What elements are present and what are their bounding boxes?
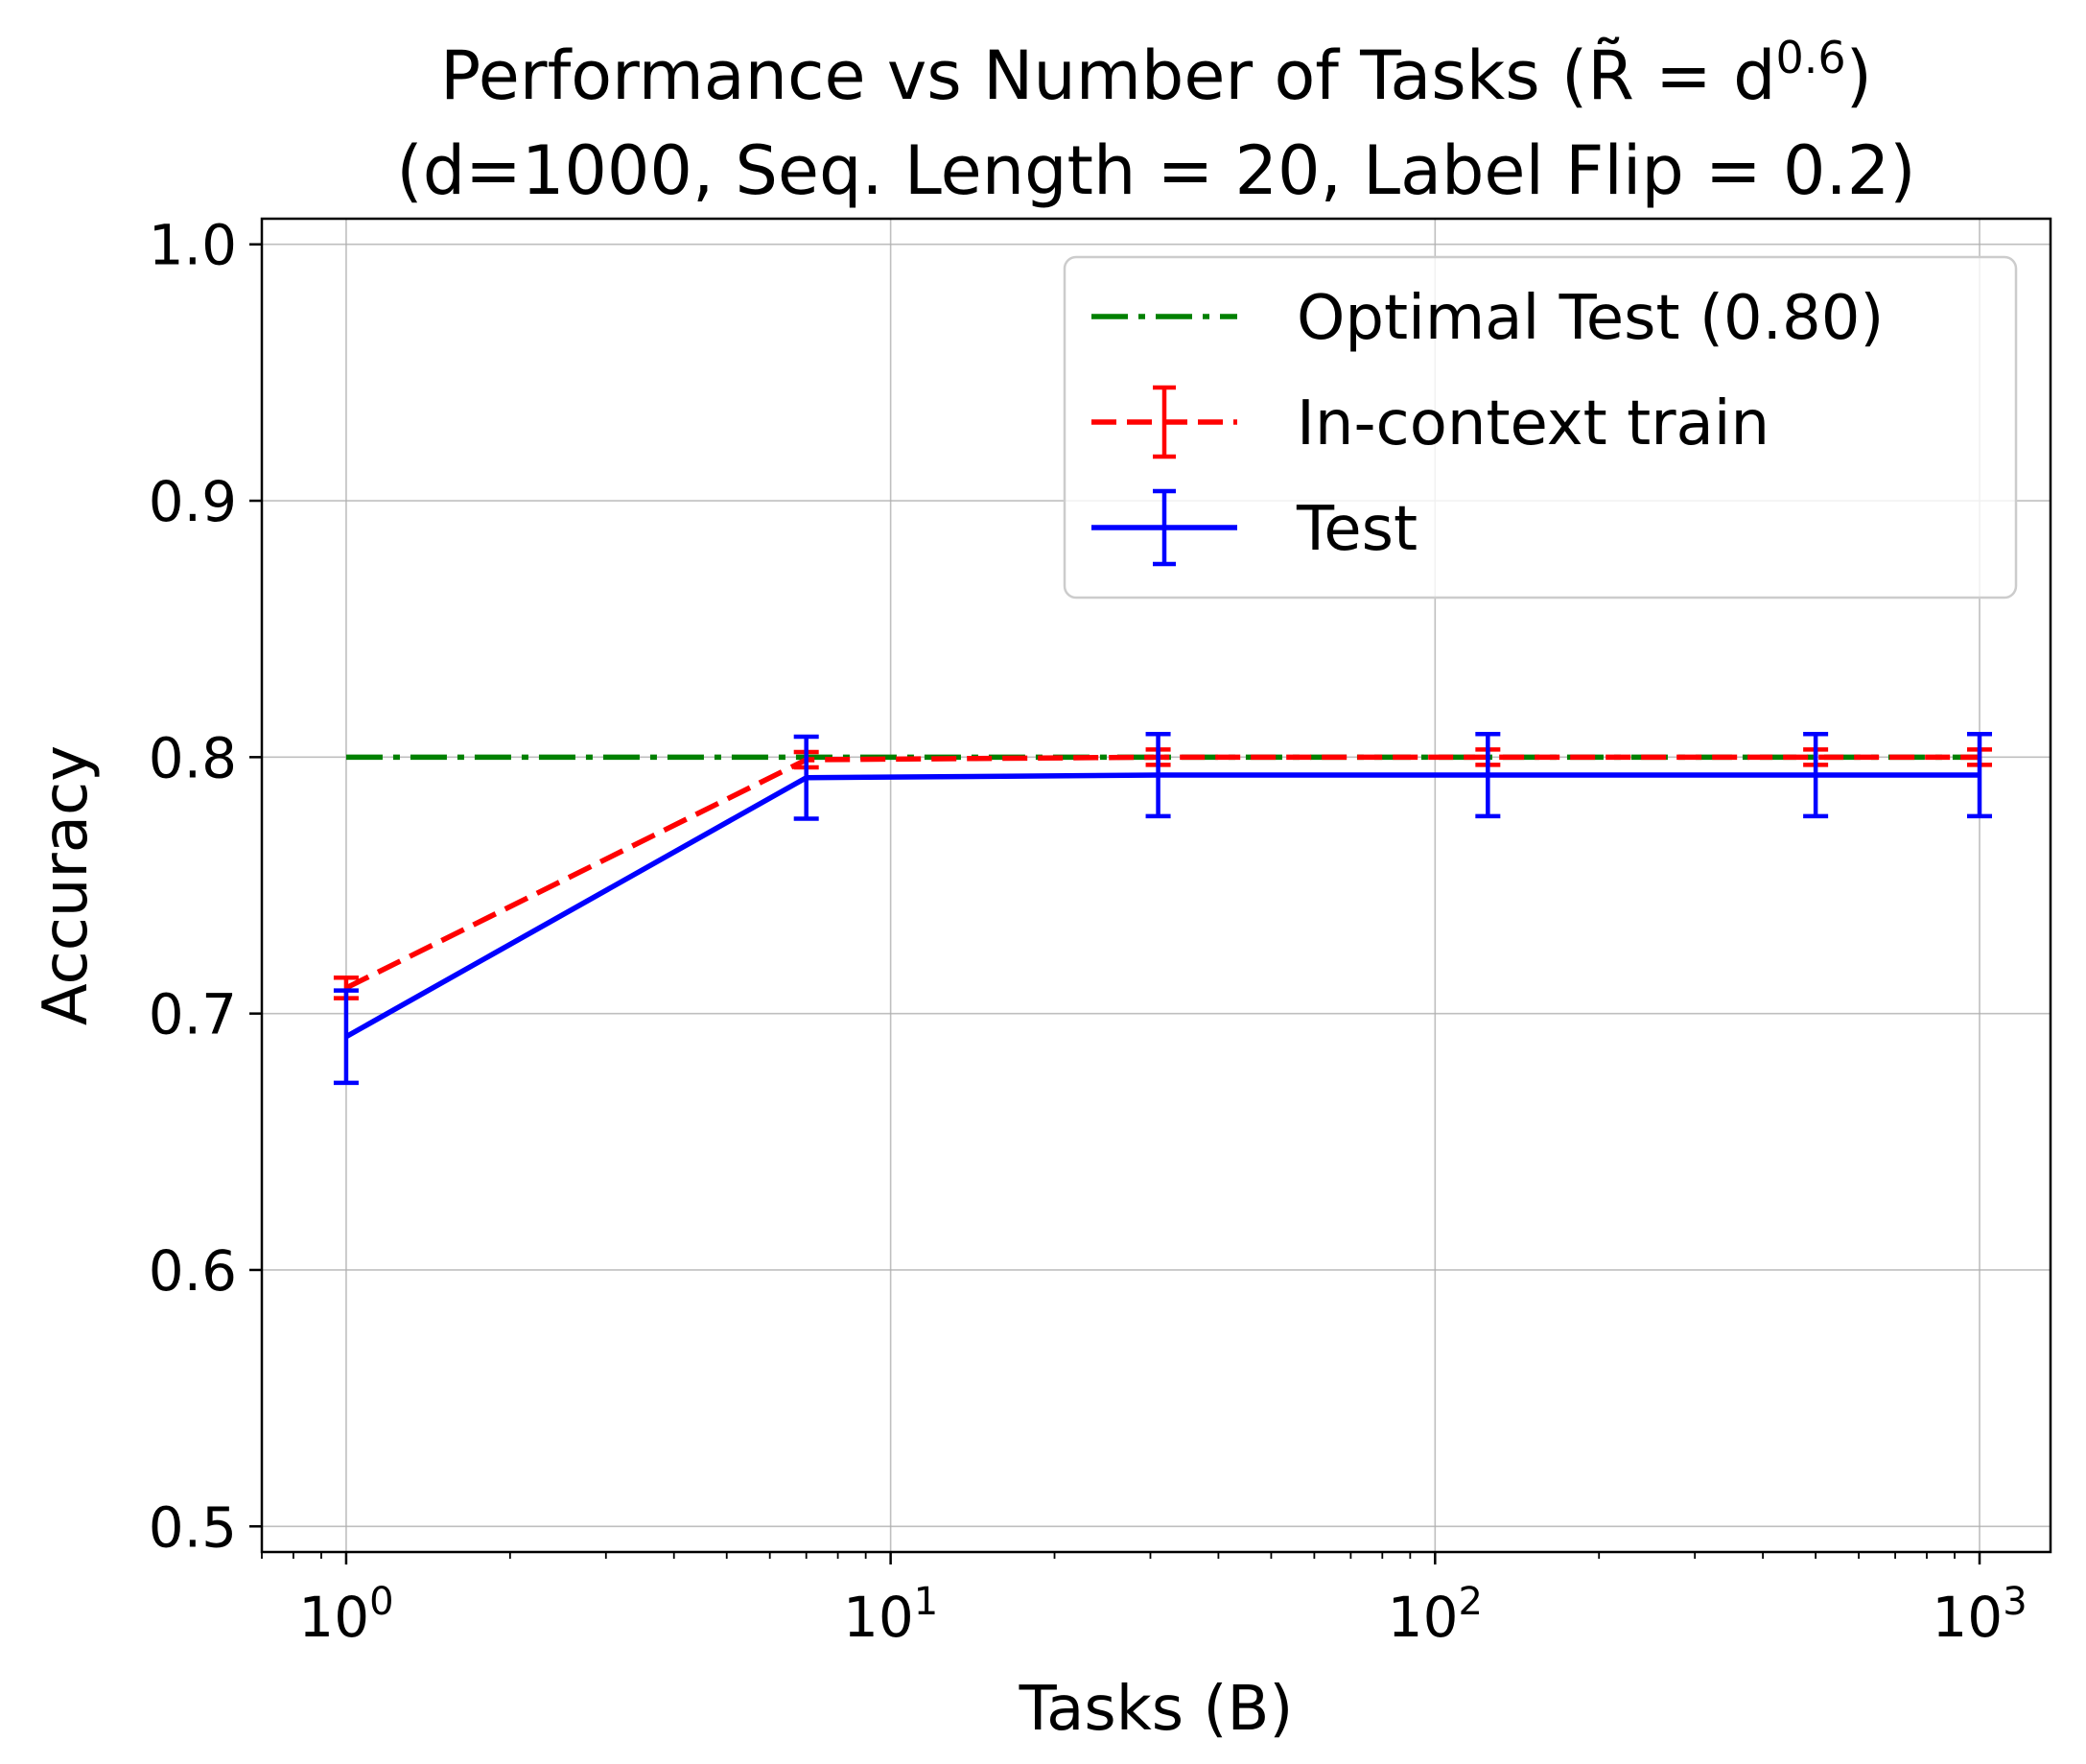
series-line xyxy=(344,772,1981,1040)
plot-area-frame xyxy=(260,217,2052,1554)
x-axis-ticks: 100 101 102 103 xyxy=(261,1552,2027,1650)
x-tick-label: 103 xyxy=(1932,1580,2027,1650)
x-tick-label: 102 xyxy=(1388,1580,1483,1650)
legend-label: In-context train xyxy=(1297,388,1770,459)
y-tick-label: 0.9 xyxy=(149,469,237,534)
error-bar xyxy=(1967,732,1993,819)
y-tick-label: 1.0 xyxy=(149,213,237,278)
y-tick-label: 0.6 xyxy=(149,1238,237,1304)
legend-entry: Optimal Test (0.80) xyxy=(1091,283,1884,354)
series-test xyxy=(333,732,1993,1086)
title-line-2: (d=1000, Seq. Length = 20, Label Flip = … xyxy=(396,131,1915,210)
error-bar xyxy=(1803,732,1829,819)
x-axis-label: Tasks (B) xyxy=(1019,1674,1294,1745)
legend-label: Test xyxy=(1296,494,1418,565)
chart-title: Performance vs Number of Tasks (R̃ = d0.… xyxy=(396,32,1915,210)
error-bar xyxy=(793,734,819,821)
legend-entry: Test xyxy=(1091,488,1418,567)
legend-box xyxy=(1063,255,2018,600)
y-tick-label: 0.5 xyxy=(149,1494,237,1560)
error-bar xyxy=(1145,732,1171,819)
x-tick-label: 100 xyxy=(298,1580,393,1650)
legend-label: Optimal Test (0.80) xyxy=(1297,283,1884,354)
y-axis-label: Accuracy xyxy=(31,745,102,1025)
legend-entry: In-context train xyxy=(1091,385,1770,459)
data-series xyxy=(333,732,1993,1086)
series-line xyxy=(344,754,1981,991)
y-tick-label: 0.7 xyxy=(149,982,237,1047)
title-line-1: Performance vs Number of Tasks (R̃ = d0.… xyxy=(440,32,1872,115)
y-axis-ticks: 0.5 0.6 0.7 0.8 0.9 1.0 xyxy=(149,213,262,1560)
y-tick-label: 0.8 xyxy=(149,725,237,790)
error-bar xyxy=(1475,732,1501,819)
error-bar xyxy=(333,988,359,1086)
legend: Optimal Test (0.80) In-context train Test xyxy=(1063,255,2018,600)
x-tick-label: 101 xyxy=(843,1580,938,1650)
